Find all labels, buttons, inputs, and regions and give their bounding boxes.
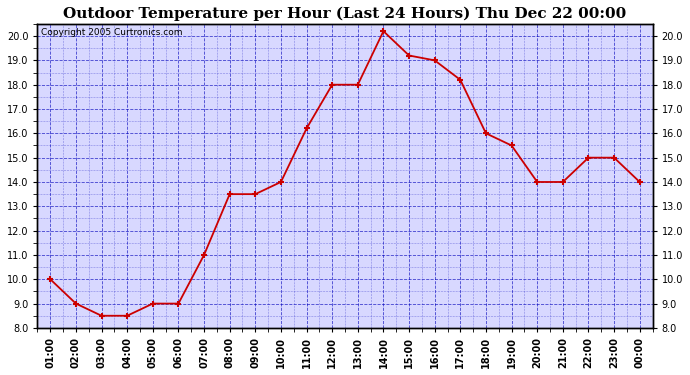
Text: Copyright 2005 Curtronics.com: Copyright 2005 Curtronics.com bbox=[41, 28, 182, 38]
Title: Outdoor Temperature per Hour (Last 24 Hours) Thu Dec 22 00:00: Outdoor Temperature per Hour (Last 24 Ho… bbox=[63, 7, 627, 21]
